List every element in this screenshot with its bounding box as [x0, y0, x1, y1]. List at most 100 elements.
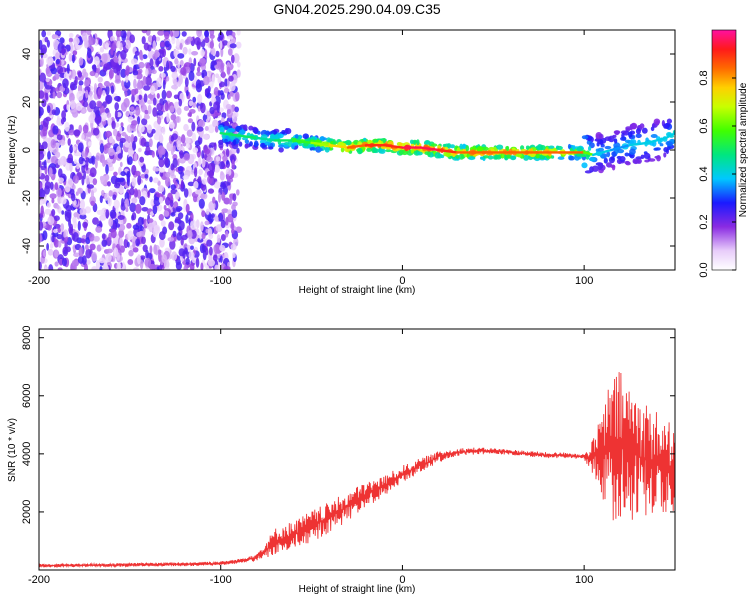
- spectrogram-signal-cell: [609, 164, 616, 168]
- spectrogram-noise-cell: [164, 40, 170, 48]
- spectrogram-noise-cell: [223, 88, 230, 94]
- spectrogram-noise-cell: [192, 147, 199, 154]
- spectrogram-noise-cell: [173, 222, 179, 228]
- spectrogram-noise-cell: [117, 153, 123, 159]
- spectrogram-noise-cell: [124, 91, 128, 97]
- spectrogram-signal-cell: [516, 152, 522, 158]
- spectrogram-signal-cell: [612, 151, 616, 158]
- spectrogram-noise-cell: [141, 118, 148, 126]
- spectrogram-signal-cell: [663, 147, 669, 153]
- spectrogram-noise-cell: [105, 209, 109, 219]
- spectrogram-noise-cell: [183, 106, 190, 111]
- spectrogram-noise-cell: [85, 175, 90, 185]
- spectrogram-noise-cell: [230, 243, 237, 251]
- spectrogram-noise-cell: [120, 171, 126, 177]
- spectrogram-noise-cell: [95, 152, 101, 161]
- spectrogram-noise-cell: [41, 99, 47, 108]
- spectrogram-signal-cell: [604, 145, 612, 150]
- spectrogram-y-tick-label: -40: [21, 238, 33, 254]
- spectrogram-noise-cell: [107, 147, 115, 156]
- spectrogram-signal-cell: [227, 128, 235, 133]
- spectrogram-noise-cell: [117, 215, 125, 220]
- spectrogram-noise-cell: [52, 91, 56, 99]
- snr-plot-area: [39, 372, 675, 569]
- spectrogram-noise-cell: [56, 91, 63, 99]
- spectrogram-noise-cell: [50, 139, 56, 149]
- spectrogram-noise-cell: [139, 255, 146, 260]
- spectrogram-noise-cell: [201, 150, 205, 159]
- spectrogram-noise-cell: [205, 247, 209, 256]
- spectrogram-noise-cell: [103, 80, 111, 87]
- spectrogram-signal-cell: [483, 155, 489, 159]
- spectrogram-noise-cell: [141, 30, 148, 34]
- spectrogram-noise-cell: [56, 65, 64, 74]
- spectrogram-noise-cell: [217, 212, 224, 222]
- spectrogram-noise-cell: [135, 238, 141, 247]
- spectrogram-noise-cell: [129, 202, 137, 213]
- spectrogram-noise-cell: [158, 214, 164, 221]
- spectrogram-noise-cell: [204, 30, 209, 38]
- spectrogram-noise-cell: [40, 57, 44, 67]
- spectrogram-noise-cell: [98, 38, 103, 47]
- spectrogram-noise-cell: [132, 70, 139, 76]
- spectrogram-noise-cell: [200, 102, 206, 114]
- spectrogram-noise-cell: [180, 237, 184, 246]
- spectrogram-noise-cell: [82, 221, 88, 228]
- snr-axes: -200 -100 0 100 2000 4000 6000 8000: [21, 325, 675, 586]
- spectrogram-signal-cell: [635, 128, 641, 135]
- spectrogram-noise-cell: [54, 87, 60, 92]
- snr-y-tick-label: 4000: [21, 442, 33, 466]
- spectrogram-noise-cell: [39, 72, 46, 83]
- spectrogram-noise-cell: [187, 112, 192, 117]
- spectrogram-noise-cell: [137, 175, 142, 186]
- spectrogram-noise-cell: [183, 123, 189, 132]
- spectrogram-noise-cell: [221, 208, 229, 213]
- spectrogram-noise-cell: [55, 52, 60, 60]
- spectrogram-noise-cell: [68, 32, 74, 39]
- spectrogram-noise-cell: [176, 107, 182, 115]
- spectrogram-noise-cell: [48, 167, 53, 178]
- spectrogram-noise-cell: [231, 220, 234, 231]
- spectrogram-noise-cell: [145, 249, 149, 259]
- spectrogram-noise-cell: [133, 78, 137, 89]
- spectrogram-noise-cell: [200, 49, 205, 57]
- spectrogram-signal-cell: [244, 139, 250, 144]
- spectrogram-noise-cell: [220, 62, 224, 72]
- spectrogram-noise-cell: [201, 232, 206, 240]
- spectrogram-noise-cell: [137, 216, 144, 227]
- spectrogram-noise-cell: [179, 59, 184, 67]
- snr-x-tick-label: -100: [210, 574, 232, 586]
- spectrogram-noise-cell: [236, 147, 240, 154]
- spectrogram-noise-cell: [199, 57, 206, 64]
- spectrogram-noise-cell: [121, 131, 127, 137]
- spectrogram-signal-cell: [555, 145, 563, 151]
- spectrogram-noise-cell: [130, 134, 135, 143]
- spectrogram-noise-cell: [186, 89, 189, 97]
- spectrogram-noise-cell: [233, 53, 240, 64]
- spectrogram-noise-cell: [172, 230, 177, 238]
- spectrogram-noise-cell: [66, 104, 70, 111]
- spectrogram-noise-cell: [85, 244, 89, 251]
- spectrogram-noise-cell: [93, 235, 100, 242]
- spectrogram-signal-cell: [264, 141, 271, 146]
- spectrogram-noise-cell: [227, 94, 231, 100]
- spectrogram-y-tick-label: 0: [21, 147, 33, 153]
- spectrogram-noise-cell: [157, 30, 165, 36]
- spectrogram-noise-cell: [173, 30, 180, 38]
- spectrogram-noise-cell: [131, 197, 138, 204]
- spectrogram-noise-cell: [149, 245, 153, 254]
- spectrogram-noise-cell: [147, 93, 154, 99]
- spectrogram-noise-cell: [115, 223, 121, 228]
- spectrogram-noise-cell: [223, 266, 231, 270]
- spectrogram-track-segment: [292, 139, 313, 145]
- spectrogram-noise-cell: [85, 187, 89, 195]
- spectrogram-noise-cell: [45, 116, 52, 122]
- spectrogram-noise-cell: [86, 259, 91, 265]
- spectrogram-noise-cell: [193, 181, 199, 189]
- spectrogram-signal-cell: [641, 127, 648, 134]
- spectrogram-signal-cell: [650, 126, 655, 132]
- spectrogram-noise-cell: [198, 119, 206, 128]
- spectrogram-noise-cell: [73, 129, 81, 137]
- spectrogram-signal-cell: [603, 157, 608, 164]
